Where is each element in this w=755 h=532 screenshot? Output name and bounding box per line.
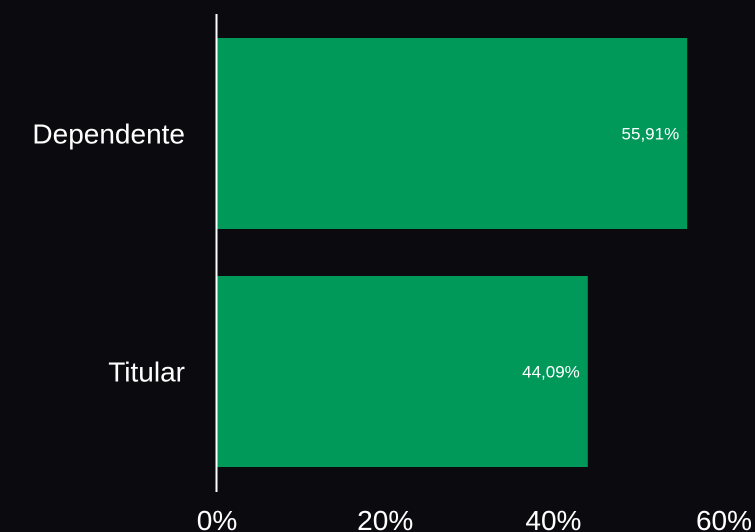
category-label-dependente: Dependente (32, 119, 185, 150)
category-label-titular: Titular (108, 357, 185, 388)
data-label-dependente: 55,91% (622, 125, 680, 144)
x-tick-label: 60% (696, 505, 752, 532)
bar-titular (217, 276, 588, 467)
x-tick-label: 40% (525, 505, 581, 532)
x-tick-label: 20% (357, 505, 413, 532)
x-tick-labels-group: 0% 20% 40% 60% (197, 505, 752, 532)
bar-dependente (217, 38, 688, 229)
category-labels-group: Dependente Titular (32, 119, 185, 388)
x-tick-label: 0% (197, 505, 237, 532)
bars-group (217, 38, 688, 467)
data-label-titular: 44,09% (522, 363, 580, 382)
data-labels-group: 55,91% 44,09% (522, 125, 679, 382)
